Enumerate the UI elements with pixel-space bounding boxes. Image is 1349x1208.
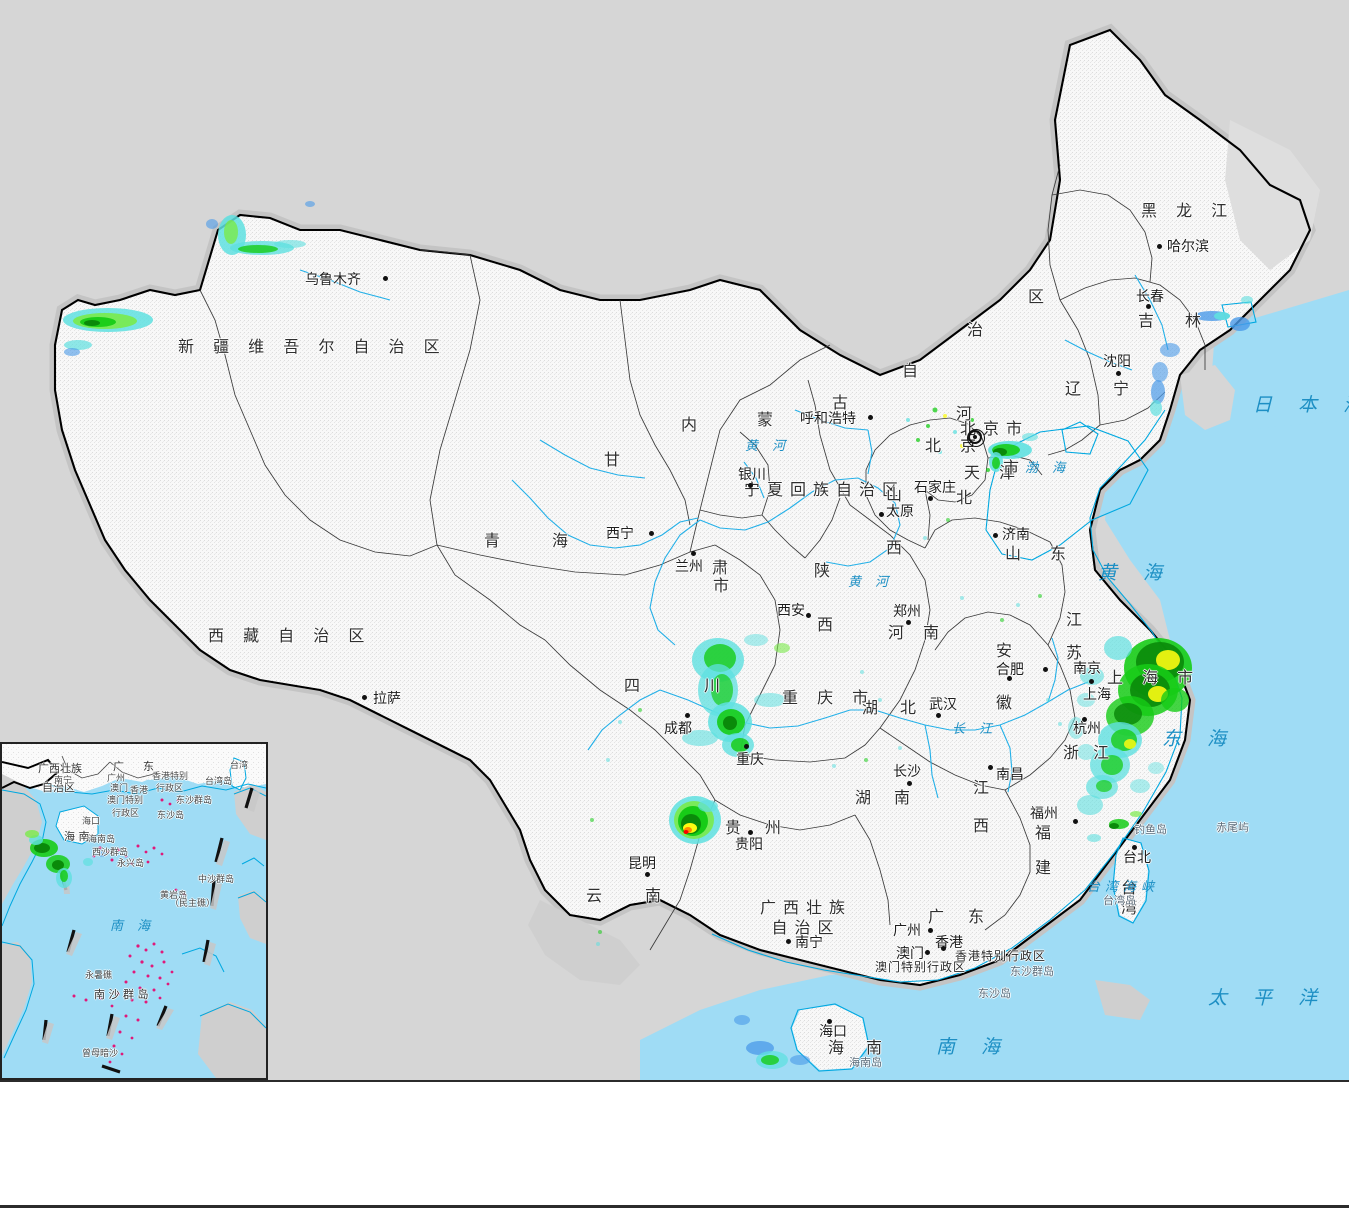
city-dot-15 — [988, 765, 993, 770]
city-dot-2 — [649, 531, 654, 536]
city-dot-19 — [685, 713, 690, 718]
inset-geometry — [2, 744, 266, 1078]
city-dot-27 — [1146, 304, 1151, 309]
city-dot-24 — [928, 928, 933, 933]
capital-marker-beijing — [967, 429, 985, 447]
city-dot-16 — [1073, 819, 1078, 824]
city-dot-9 — [993, 533, 998, 538]
city-dot-8 — [928, 496, 933, 501]
city-dot-11 — [1007, 676, 1012, 681]
city-dot-22 — [645, 872, 650, 877]
city-dot-10 — [906, 620, 911, 625]
city-dot-3 — [691, 551, 696, 556]
city-dot-4 — [748, 483, 753, 488]
city-dot-5 — [868, 415, 873, 420]
legend-footer: 全国雷达拼图 [2026-03-06 02:36:00] [ 组合反射率 ] 5… — [0, 1080, 1349, 1208]
city-dot-29 — [1132, 845, 1137, 850]
city-dot-1 — [362, 695, 367, 700]
city-dot-28 — [1116, 371, 1121, 376]
city-dot-25 — [827, 1019, 832, 1024]
map-canvas[interactable]: 新 疆 维 吾 尔 自 治 区西 藏 自 治 区青海甘肃市内蒙古自治区宁夏回族自… — [0, 0, 1349, 1080]
city-dot-18 — [907, 781, 912, 786]
city-dot-0 — [383, 276, 388, 281]
map-geometry — [49, 23, 1349, 1080]
city-dot-20 — [744, 744, 749, 749]
city-dot-13 — [1089, 679, 1094, 684]
city-dot-6 — [806, 613, 811, 618]
city-dot-14 — [1082, 717, 1087, 722]
city-dot-26 — [1157, 244, 1162, 249]
sar-dot-0 — [941, 946, 946, 951]
city-dot-12 — [1043, 667, 1048, 672]
city-dot-21 — [748, 830, 753, 835]
city-dot-17 — [936, 713, 941, 718]
radar-echo-layer — [63, 201, 1253, 1069]
city-dot-7 — [879, 512, 884, 517]
south-china-sea-inset[interactable]: 广西壮族 自治区广东南宁 广州 澳门 香港 香港特别 行政区 澳门特别 行政区 台湾 台湾岛 东沙群岛… — [0, 742, 268, 1080]
sar-dot-1 — [925, 950, 930, 955]
city-dot-23 — [786, 939, 791, 944]
